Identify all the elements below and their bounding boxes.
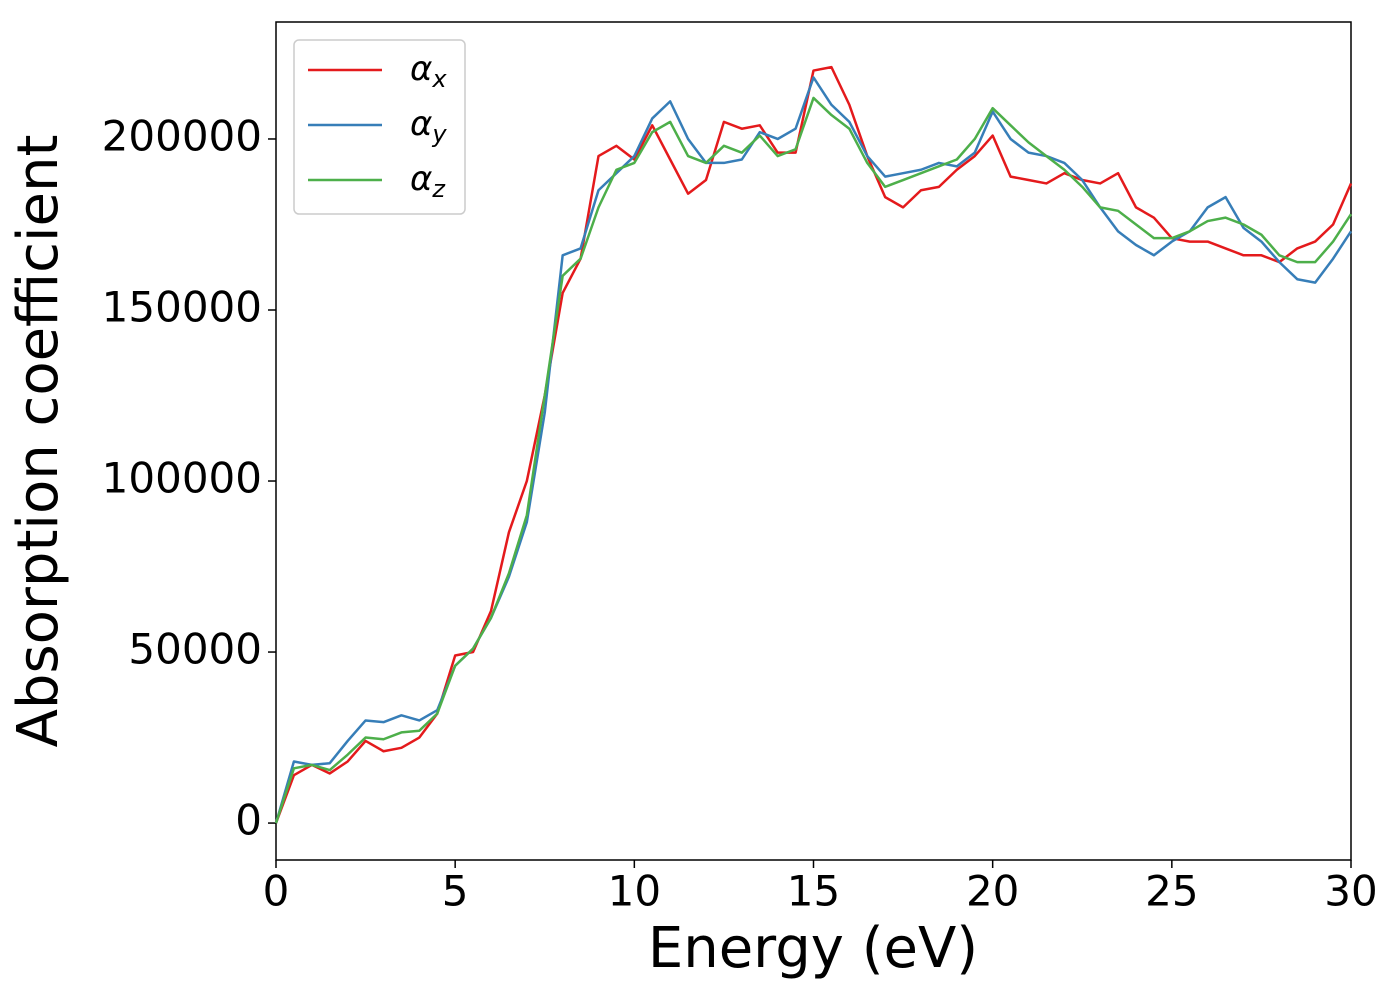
x-tick-label: 20: [966, 867, 1019, 916]
y-tick-label: 0: [235, 796, 262, 845]
x-tick-label: 15: [787, 867, 840, 916]
legend-label: αy: [410, 104, 447, 149]
y-tick-label: 100000: [102, 454, 262, 503]
y-tick-label: 150000: [102, 282, 262, 331]
x-axis-label: Energy (eV): [648, 916, 978, 981]
x-tick-label: 25: [1145, 867, 1198, 916]
x-tick-label: 10: [608, 867, 661, 916]
y-tick-label: 200000: [102, 111, 262, 160]
data-line: [274, 96, 1353, 824]
x-tick-label: 5: [442, 867, 469, 916]
x-tick-label: 30: [1324, 867, 1377, 916]
legend-label: αx: [410, 49, 447, 94]
x-tick-label: 0: [263, 867, 290, 916]
y-axis-label: Absorption coefficient: [6, 135, 71, 748]
legend-box: [293, 39, 466, 215]
legend-label: αz: [410, 159, 446, 204]
y-tick-label: 50000: [128, 625, 262, 674]
